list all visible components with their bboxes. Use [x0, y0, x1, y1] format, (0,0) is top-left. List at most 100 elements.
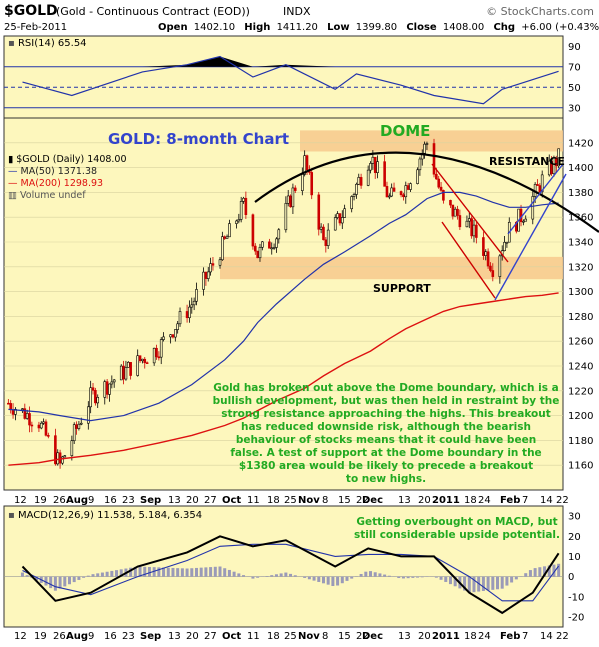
price-bar-body [72, 424, 76, 442]
price-bar-body [547, 160, 551, 176]
price-bar-body [404, 185, 408, 198]
x-tick: 18 [267, 631, 280, 642]
x-tick: 19 [34, 495, 47, 506]
price-bar-body [409, 183, 412, 190]
x-tick: 14 [540, 631, 553, 642]
chart-header: $GOLD (Gold - Continuous Contract (EOD))… [4, 3, 599, 33]
price-bar-body [491, 270, 495, 277]
annotation-line: bullish development, but was then held i… [213, 395, 560, 407]
price-bar-body [204, 271, 208, 279]
macd-hist-bar [496, 576, 500, 590]
macd-hist-bar [270, 575, 274, 577]
price-bar-body [301, 174, 304, 191]
macd-hist-bar [378, 573, 382, 577]
macd-hist-bar [350, 576, 354, 579]
instrument-name: (Gold - Continuous Contract (EOD)) [56, 5, 250, 18]
macd-hist-bar [110, 570, 114, 577]
macd-hist-bar [274, 574, 278, 577]
analysis-annotation: Gold has broken out above the Dome bound… [213, 382, 560, 485]
macd-hist-bar [444, 576, 448, 582]
x-tick: 22 [556, 631, 569, 642]
macd-hist-bar [152, 567, 156, 577]
price-bar-body [522, 220, 525, 223]
resistance-label: RESISTANCE [489, 155, 565, 168]
x-tick: 22 [356, 631, 369, 642]
price-bar-body [228, 223, 231, 238]
x-tick: 9 [88, 631, 94, 642]
price-bar-body [540, 174, 544, 193]
macd-hist-bar [514, 576, 518, 580]
x-tick: 26 [53, 495, 66, 506]
price-bar-body [402, 194, 405, 198]
chart-title: GOLD: 8-month Chart [108, 130, 289, 148]
price-bar-body [244, 197, 248, 216]
ma50-line [8, 191, 559, 422]
macd-hist-bar [383, 574, 387, 577]
rsi-line [22, 55, 559, 105]
macd-hist-bar [176, 568, 180, 577]
macd-hist-bar [96, 573, 100, 577]
price-bars [7, 138, 560, 469]
macd-hist-bar [213, 566, 217, 577]
rsi-label: ▪ RSI(14) 65.54 [8, 38, 87, 49]
annotation-line: has reduced downside risk, although the … [241, 421, 531, 433]
price-bar-body [253, 245, 257, 252]
price-bar-body [557, 148, 560, 167]
price-bar-body [192, 300, 196, 306]
x-tick: 20 [418, 495, 431, 506]
price-bar-body [355, 183, 358, 195]
price-tick: 1340 [568, 238, 593, 249]
x-tick: 2011 [432, 631, 460, 642]
price-bar-body [110, 381, 114, 385]
x-tick: 26 [53, 631, 66, 642]
price-tick: 1260 [568, 337, 593, 348]
price-bar-body [418, 158, 422, 171]
price-panel: 1160 1180 1200 1220 1240 1260 1280 1300 1320 1340… [3, 117, 599, 491]
macd-tick: 30 [568, 512, 581, 523]
price-bar-body [475, 224, 478, 238]
x-tick: 13 [398, 631, 411, 642]
macd-hist-bar [171, 567, 175, 577]
price-bar-body [126, 362, 130, 368]
macd-hist-bar [533, 568, 537, 577]
price-bar-body [44, 421, 48, 436]
price-bar-body [268, 241, 271, 249]
x-tick: 22 [356, 495, 369, 506]
price-bar-body [451, 204, 455, 217]
price-bar-body [524, 218, 528, 222]
macd-hist-bar [199, 567, 203, 577]
price-bar-body [157, 356, 161, 359]
price-tick-labels: 1160 1180 1200 1220 1240 1260 1280 1300 1320 1340… [568, 138, 593, 471]
macd-hist-bar [63, 576, 67, 587]
price-bar-body [319, 226, 323, 230]
x-tick: 7 [522, 631, 528, 642]
macd-hist-bar [434, 576, 438, 578]
x-tick: 13 [168, 495, 181, 506]
macd-hist-bar [256, 576, 260, 578]
macd-hist-bar [552, 564, 556, 577]
price-bar-body [336, 213, 339, 218]
price-bar-body [105, 381, 109, 395]
price-tick: 1360 [568, 213, 593, 224]
macd-hist-bar [115, 570, 119, 577]
price-bar-body [7, 402, 10, 405]
rsi-tick: 50 [568, 83, 581, 94]
price-tick: 1400 [568, 163, 593, 174]
macd-hist-bar [364, 571, 368, 577]
price-bar-body [449, 199, 452, 206]
price-bar-body [129, 362, 132, 376]
price-bar-body [503, 241, 506, 252]
falling-channel-lower [441, 221, 496, 299]
macd-hist-bar [58, 576, 62, 589]
macd-hist-bar [209, 567, 213, 577]
macd-hist-bar [185, 568, 189, 577]
price-bar-body [305, 155, 309, 171]
macd-hist-bar [491, 576, 495, 590]
price-tick: 1180 [568, 436, 593, 447]
macd-hist-bar [420, 576, 424, 578]
price-bar-body [174, 329, 177, 338]
legend-gold: ▮ $GOLD (Daily) 1408.00 [8, 154, 127, 165]
macd-hist-bar [204, 567, 208, 577]
rsi-tick-labels: 90 70 50 30 [568, 42, 581, 115]
